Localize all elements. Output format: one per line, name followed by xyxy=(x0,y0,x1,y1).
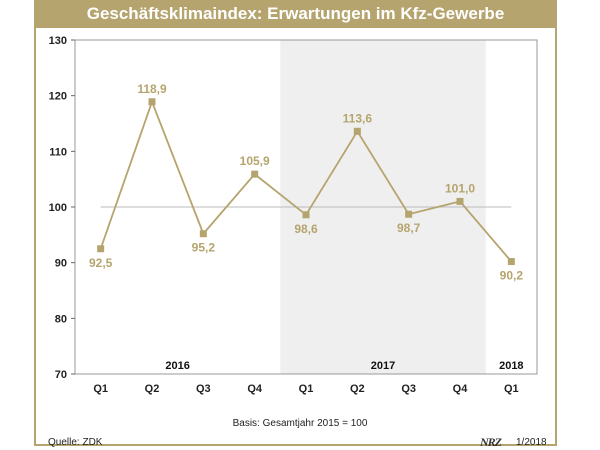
data-point xyxy=(199,230,207,238)
source-note: Quelle: ZDK xyxy=(48,437,103,448)
data-point xyxy=(405,210,413,218)
x-tick-label: Q1 xyxy=(504,383,519,395)
y-tick-label: 110 xyxy=(49,146,67,158)
data-point xyxy=(507,258,515,266)
y-tick-label: 100 xyxy=(49,202,67,214)
x-tick-label: Q4 xyxy=(247,383,263,395)
chart-title: Geschäftsklimaindex: Erwartungen im Kfz-… xyxy=(34,0,557,28)
data-label: 113,6 xyxy=(343,111,373,125)
y-tick-label: 70 xyxy=(55,369,67,381)
data-point xyxy=(302,211,310,219)
x-tick-label: Q2 xyxy=(145,383,160,395)
data-label: 90,2 xyxy=(500,269,524,283)
data-label: 101,0 xyxy=(445,181,475,195)
x-tick-label: Q3 xyxy=(196,383,211,395)
y-tick-label: 120 xyxy=(49,91,67,103)
y-tick-label: 90 xyxy=(55,258,67,270)
data-label: 105,9 xyxy=(240,154,270,168)
x-tick-label: Q4 xyxy=(453,383,469,395)
data-point xyxy=(353,127,361,135)
data-point xyxy=(251,170,259,178)
data-label: 118,9 xyxy=(137,82,167,96)
data-label: 92,5 xyxy=(89,256,113,270)
year-label: 2018 xyxy=(499,360,523,372)
x-tick-label: Q1 xyxy=(299,383,314,395)
x-tick-label: Q1 xyxy=(93,383,108,395)
edition-note: 1/2018 xyxy=(516,437,547,448)
data-label: 98,6 xyxy=(294,222,318,236)
y-tick-label: 80 xyxy=(55,313,67,325)
data-point xyxy=(456,197,464,205)
nrz-logo: NRZ xyxy=(480,435,502,449)
x-tick-label: Q2 xyxy=(350,383,365,395)
y-tick-label: 130 xyxy=(49,35,67,47)
basis-note: Basis: Gesamtjahr 2015 = 100 xyxy=(232,418,368,429)
year-label: 2017 xyxy=(371,360,395,372)
x-tick-label: Q3 xyxy=(401,383,416,395)
data-point xyxy=(148,98,156,106)
data-label: 98,7 xyxy=(397,221,421,235)
data-point xyxy=(97,245,105,253)
data-label: 95,2 xyxy=(192,241,216,255)
year-label: 2016 xyxy=(165,360,189,372)
